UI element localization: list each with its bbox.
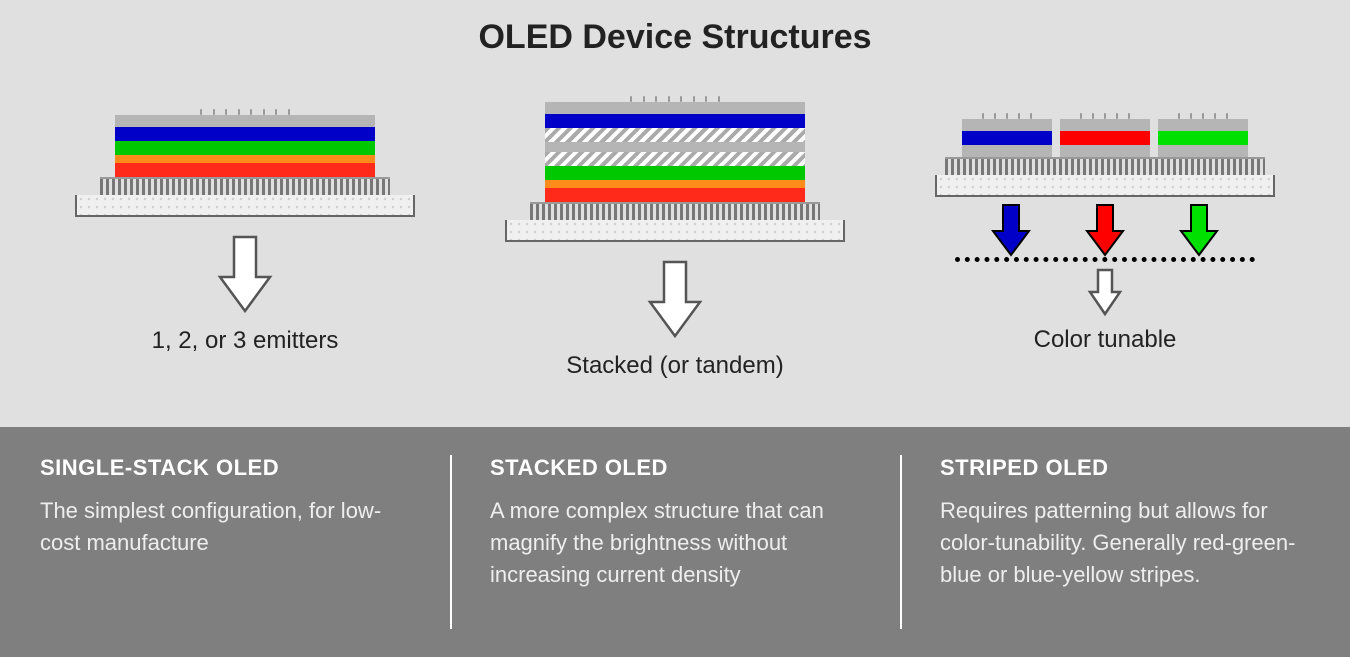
comb-electrode bbox=[530, 202, 820, 220]
caption-single: 1, 2, or 3 emitters bbox=[152, 327, 339, 355]
mini-under bbox=[1158, 145, 1248, 157]
column-stacked: Stacked (or tandem) bbox=[460, 67, 890, 380]
device-single-stack bbox=[75, 67, 415, 217]
down-arrow-small-icon bbox=[1086, 268, 1124, 318]
footer-body: The simplest configuration, for low-cost… bbox=[40, 495, 410, 559]
stripe-blue bbox=[962, 109, 1052, 157]
mixing-plane-dots bbox=[955, 257, 1255, 262]
comb-electrode bbox=[945, 157, 1265, 175]
stripe-trio bbox=[962, 109, 1248, 157]
infographic-root: OLED Device Structures 1, 2, or 3 emitte… bbox=[0, 0, 1350, 657]
mini-color bbox=[1060, 131, 1150, 145]
layer-orange bbox=[545, 180, 805, 188]
layer-hatched bbox=[545, 128, 805, 142]
layer-cap-grey bbox=[545, 102, 805, 114]
column-single: 1, 2, or 3 emitters bbox=[30, 67, 460, 355]
footer-col-striped: STRIPED OLED Requires patterning but all… bbox=[900, 427, 1350, 657]
footer-col-single: SINGLE-STACK OLED The simplest configura… bbox=[0, 427, 450, 657]
layer-blue bbox=[545, 114, 805, 128]
down-arrow-icon bbox=[216, 235, 274, 315]
stripe-green bbox=[1158, 109, 1248, 157]
footer-descriptions: SINGLE-STACK OLED The simplest configura… bbox=[0, 427, 1350, 657]
arrow-blue-icon bbox=[989, 203, 1033, 259]
caption-striped: Color tunable bbox=[1034, 326, 1177, 354]
page-title: OLED Device Structures bbox=[0, 0, 1350, 67]
arrow-green-icon bbox=[1177, 203, 1221, 259]
mini-color bbox=[962, 131, 1052, 145]
layer-green bbox=[115, 141, 375, 155]
footer-heading: SINGLE-STACK OLED bbox=[40, 455, 410, 481]
layer-green bbox=[545, 166, 805, 180]
top-emitters-icon bbox=[1173, 109, 1233, 119]
footer-col-stacked: STACKED OLED A more complex structure th… bbox=[450, 427, 900, 657]
arrow-red-icon bbox=[1083, 203, 1127, 259]
top-emitters-icon bbox=[977, 109, 1037, 119]
top-emitters-icon bbox=[195, 105, 295, 115]
substrate-bar bbox=[935, 175, 1275, 197]
footer-body: A more complex structure that can magnif… bbox=[490, 495, 860, 591]
top-emitters-icon bbox=[625, 92, 725, 102]
layer-red bbox=[545, 188, 805, 202]
mini-color bbox=[1158, 131, 1248, 145]
mini-cap bbox=[1158, 119, 1248, 131]
mini-cap bbox=[1060, 119, 1150, 131]
layer-mid-grey bbox=[545, 142, 805, 152]
mini-under bbox=[962, 145, 1052, 157]
footer-body: Requires patterning but allows for color… bbox=[940, 495, 1310, 591]
layer-red bbox=[115, 163, 375, 177]
mini-under bbox=[1060, 145, 1150, 157]
substrate-bar bbox=[75, 195, 415, 217]
comb-electrode bbox=[100, 177, 390, 195]
layer-blue bbox=[115, 127, 375, 141]
column-striped: Color tunable bbox=[890, 67, 1320, 354]
down-arrow-icon bbox=[646, 260, 704, 340]
mini-cap bbox=[962, 119, 1052, 131]
device-striped bbox=[935, 67, 1275, 197]
layer-hatched bbox=[545, 152, 805, 166]
caption-stacked: Stacked (or tandem) bbox=[566, 352, 783, 380]
substrate-bar bbox=[505, 220, 845, 242]
layer-cap-grey bbox=[115, 115, 375, 127]
layer-orange bbox=[115, 155, 375, 163]
stripe-red bbox=[1060, 109, 1150, 157]
color-arrows bbox=[989, 203, 1221, 259]
device-stacked bbox=[505, 67, 845, 242]
top-emitters-icon bbox=[1075, 109, 1135, 119]
diagram-row: 1, 2, or 3 emitters Stacked (or tandem) bbox=[0, 67, 1350, 427]
footer-heading: STRIPED OLED bbox=[940, 455, 1310, 481]
footer-heading: STACKED OLED bbox=[490, 455, 860, 481]
